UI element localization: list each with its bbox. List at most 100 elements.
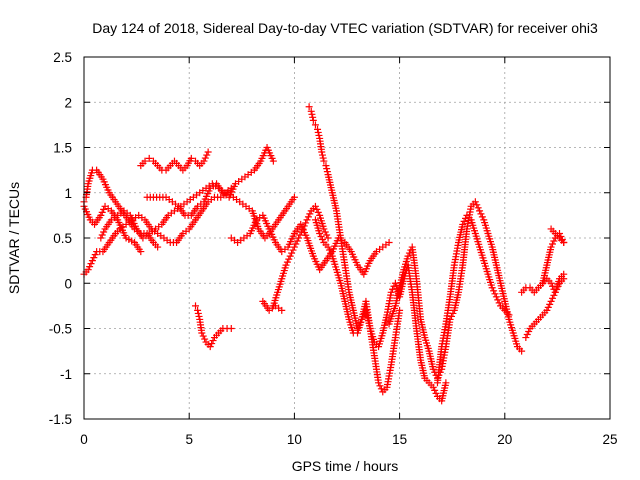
data-point: [314, 125, 322, 133]
data-point: [304, 213, 312, 221]
data-point: [194, 306, 202, 314]
data-point: [553, 285, 561, 293]
data-point: [525, 328, 533, 336]
grid: [84, 57, 610, 419]
y-tick-label: 2: [64, 95, 72, 110]
data-point: [505, 311, 513, 319]
data-point: [476, 207, 484, 215]
data-point: [404, 252, 412, 260]
data-point: [306, 210, 314, 218]
data-point: [309, 116, 317, 124]
data-point: [309, 113, 317, 121]
data-point: [478, 213, 486, 221]
data-point: [377, 385, 385, 393]
data-point: [305, 103, 313, 111]
data-point: [303, 216, 311, 224]
x-tick-label: 20: [497, 432, 512, 447]
data-point: [429, 383, 437, 391]
data-point: [323, 168, 331, 176]
data-point: [550, 291, 558, 299]
data-point: [446, 315, 454, 323]
data-point: [88, 257, 96, 265]
data-point: [315, 131, 323, 139]
data-point: [321, 228, 329, 236]
data-point: [311, 121, 319, 129]
data-point: [299, 225, 307, 233]
data-point: [87, 260, 95, 268]
data-point: [313, 205, 321, 213]
data-point: [195, 312, 203, 320]
data-points: [80, 103, 568, 405]
data-point: [488, 284, 496, 292]
y-tick-label: 0: [64, 276, 72, 291]
data-point: [358, 315, 366, 323]
data-point: [302, 219, 310, 227]
data-point: [295, 234, 303, 242]
data-point: [554, 282, 562, 290]
data-point: [198, 329, 206, 337]
data-point: [546, 300, 554, 308]
data-point: [98, 231, 106, 239]
data-point: [187, 154, 195, 162]
data-point: [550, 237, 558, 245]
data-point: [320, 157, 328, 165]
chart-title: Day 124 of 2018, Sidereal Day-to-day VTE…: [92, 20, 598, 36]
data-point: [90, 254, 98, 262]
x-tick-label: 10: [287, 432, 302, 447]
data-point: [432, 389, 440, 397]
data-point: [429, 365, 437, 373]
data-point: [471, 198, 479, 206]
y-tick-label: -0.5: [49, 322, 72, 337]
data-point: [203, 151, 211, 159]
data-point: [289, 246, 297, 254]
data-point: [141, 157, 149, 165]
data-point: [320, 225, 328, 233]
data-point: [385, 239, 393, 247]
data-point: [492, 293, 500, 301]
data-point: [154, 243, 162, 251]
data-point: [278, 306, 286, 314]
data-point: [204, 148, 212, 156]
y-tick-label: -1: [60, 367, 72, 382]
data-point: [282, 261, 290, 269]
data-point: [459, 220, 467, 228]
data-point: [375, 379, 383, 387]
y-tick-label: 1: [64, 186, 72, 201]
data-point: [290, 193, 298, 201]
data-point: [318, 236, 326, 244]
data-point: [495, 299, 503, 307]
data-point: [522, 334, 530, 342]
data-point: [86, 263, 94, 271]
data-point: [209, 337, 217, 345]
data-point: [490, 287, 498, 295]
data-point: [327, 249, 335, 257]
data-point: [91, 251, 99, 259]
data-point: [560, 239, 568, 247]
data-point: [200, 157, 208, 165]
data-point: [316, 229, 324, 237]
x-tick-label: 15: [392, 432, 407, 447]
data-point: [290, 243, 298, 251]
data-point: [97, 234, 105, 242]
data-point: [206, 343, 214, 351]
data-point: [296, 231, 304, 239]
data-point: [323, 165, 331, 173]
data-point: [473, 201, 481, 209]
data-point: [322, 162, 330, 170]
data-point: [307, 107, 315, 115]
data-point: [288, 249, 296, 257]
axis-ticks: 0 5 10 15 20 25 -1.5 -1 -0.5 0 0.5 1 1.5 2 2.5: [49, 50, 618, 447]
data-point: [560, 275, 568, 283]
data-point: [477, 210, 485, 218]
x-tick-label: 0: [80, 432, 88, 447]
data-point: [311, 202, 319, 210]
data-point: [314, 208, 322, 216]
data-point: [308, 110, 316, 118]
data-point: [518, 347, 526, 355]
data-point: [544, 303, 552, 311]
y-tick-label: 1.5: [53, 141, 72, 156]
data-point: [300, 222, 308, 230]
data-point: [194, 309, 202, 317]
y-tick-label: -1.5: [49, 412, 72, 427]
data-point: [323, 231, 331, 239]
